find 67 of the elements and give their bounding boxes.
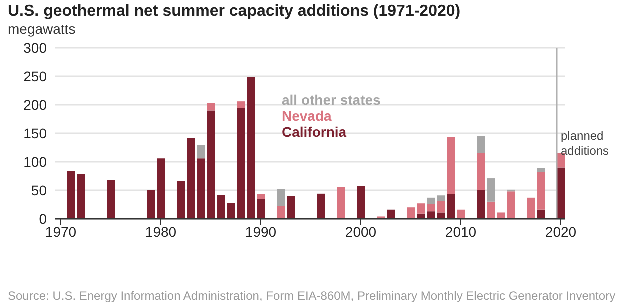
bar: [437, 196, 445, 202]
y-tick-label: 250: [24, 68, 48, 84]
bar: [457, 210, 465, 219]
bar: [407, 208, 415, 219]
bar: [427, 204, 435, 212]
bar: [357, 186, 365, 219]
bar: [77, 174, 85, 219]
bar: [277, 206, 285, 219]
x-tick-label: 2000: [345, 224, 377, 240]
bar: [257, 199, 265, 219]
chart-title: U.S. geothermal net summer capacity additions (1971-2020): [8, 3, 461, 21]
bar: [477, 153, 485, 190]
bar: [237, 108, 245, 219]
bar: [487, 178, 495, 202]
bar: [447, 194, 455, 219]
bar: [147, 190, 155, 219]
y-tick-label: 150: [24, 125, 48, 142]
bar: [537, 210, 545, 219]
bar: [437, 212, 445, 219]
bar: [537, 168, 545, 172]
bar: [317, 194, 325, 219]
bar: [187, 138, 195, 219]
bar: [157, 158, 165, 219]
bar: [277, 189, 285, 206]
bar: [197, 158, 205, 219]
bar: [247, 77, 255, 219]
bar: [287, 196, 295, 219]
y-tick-label: 50: [31, 182, 48, 198]
bar: [427, 198, 435, 204]
bar: [107, 180, 115, 219]
bar: [497, 212, 505, 219]
series-label: California: [282, 124, 348, 140]
bar: [427, 212, 435, 219]
ref-line-label: planned additions: [561, 129, 610, 158]
bar: [217, 195, 225, 219]
bar: [227, 203, 235, 219]
bar: [447, 137, 455, 194]
y-tick-label: 100: [24, 154, 48, 170]
bar: [507, 192, 515, 219]
y-tick-label: 200: [24, 96, 48, 113]
y-tick-label: 0: [39, 210, 48, 227]
bar: [417, 204, 425, 214]
bar: [477, 136, 485, 154]
bar: [437, 201, 445, 213]
bar: [177, 181, 185, 219]
y-axis-title: megawatts: [8, 21, 76, 37]
bar: [67, 171, 75, 219]
bar: [237, 102, 245, 108]
bar: [207, 103, 215, 111]
bar: [337, 187, 345, 219]
x-tick-label: 1980: [145, 224, 177, 240]
bar: [537, 172, 545, 210]
text: Nevada: [282, 108, 333, 124]
x-tick-label: 2020: [545, 224, 577, 240]
bar: [197, 145, 205, 159]
bar: [387, 210, 395, 219]
bar: [487, 202, 495, 219]
bar: [257, 194, 265, 200]
x-tick-label: 1990: [245, 224, 277, 240]
source-note: Source: U.S. Energy Information Administration, Form EIA-860M, Preliminary Monthly Electric Generator Inventory: [8, 289, 616, 303]
bar: [527, 198, 535, 219]
x-tick-label: 1970: [45, 224, 77, 240]
y-tick-label: 300: [24, 40, 48, 56]
bar: [477, 190, 485, 219]
x-tick-label: 2010: [445, 224, 477, 240]
text: all other states: [282, 92, 381, 108]
bar: [207, 110, 215, 219]
